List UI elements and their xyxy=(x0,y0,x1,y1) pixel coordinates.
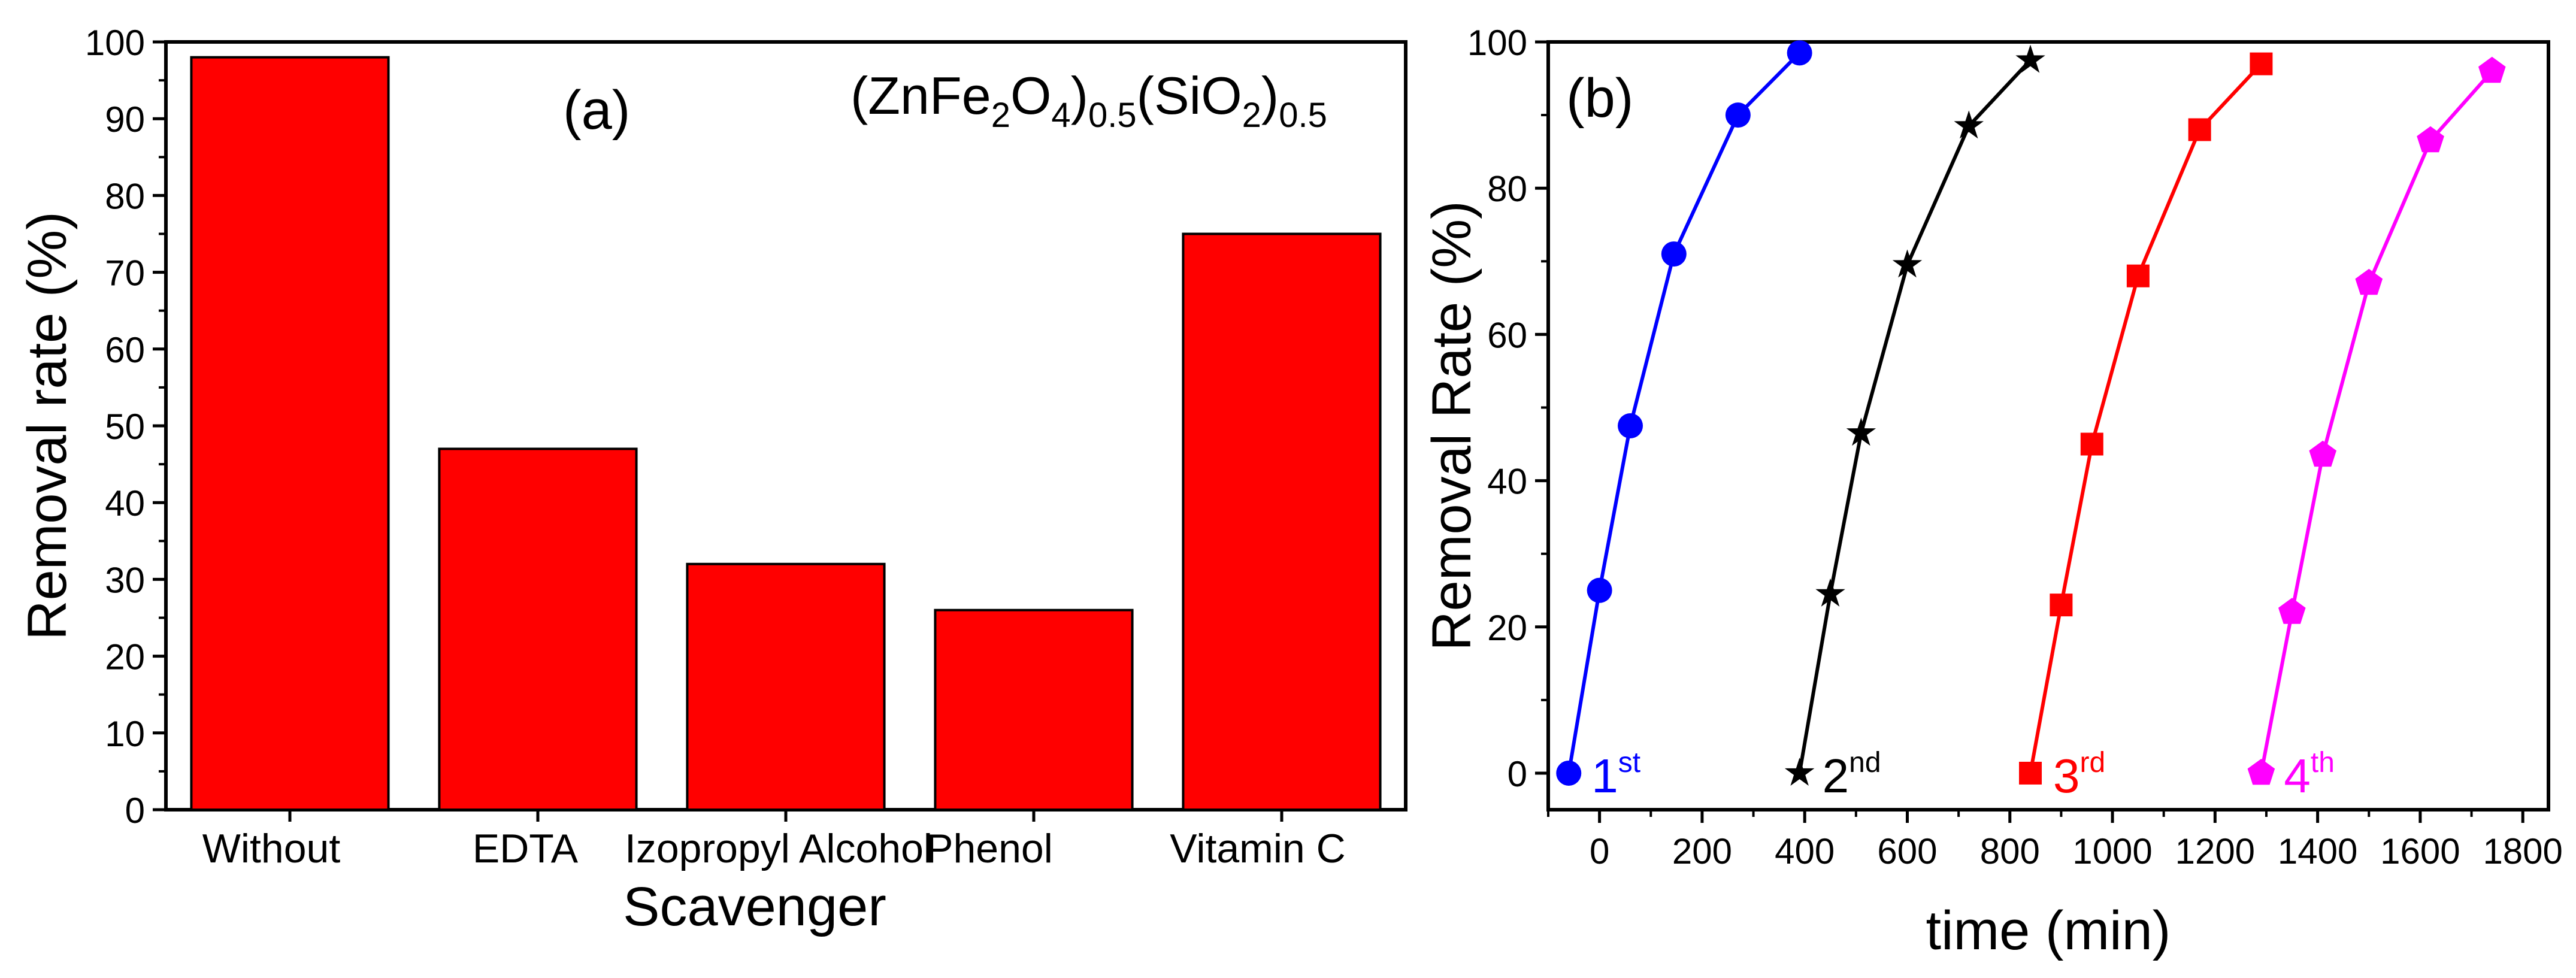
bar-edta xyxy=(438,447,638,811)
data-point xyxy=(2188,118,2211,141)
data-point xyxy=(2250,52,2273,75)
series-label-1st: 1st xyxy=(1591,747,1640,803)
panel-b-label: (b) xyxy=(1566,68,1633,129)
y-tick-label: 70 xyxy=(105,253,145,293)
y-tick-label: 0 xyxy=(1508,754,1527,794)
series-2nd: 2nd xyxy=(1784,44,2045,803)
bar-vitamin-c xyxy=(1182,232,1382,811)
panel-a-y-axis: 0 10 20 30 40 50 60 70 80 90 100 xyxy=(85,23,166,831)
series-1st: 1st xyxy=(1556,40,1812,803)
data-point xyxy=(2247,759,2275,785)
y-tick-label: 100 xyxy=(1467,23,1527,63)
y-tick-label: 10 xyxy=(105,714,145,754)
panel-a-x-axis-title: Scavenger xyxy=(623,876,886,937)
series-line xyxy=(2029,62,2263,774)
series-4th: 4th xyxy=(2247,56,2506,803)
x-tick-label: 1200 xyxy=(2175,831,2255,871)
series-3rd: 3rd xyxy=(2019,52,2273,803)
panel-a-annotation: (ZnFe2O4)0.5(SiO2)0.5 xyxy=(850,66,1327,135)
y-tick-label: 90 xyxy=(105,99,145,140)
x-tick-label: Vitamin C xyxy=(1170,826,1346,871)
data-point xyxy=(1618,413,1643,438)
series-label-3rd: 3rd xyxy=(2053,747,2105,803)
data-point xyxy=(2126,264,2150,287)
x-tick-label: Phenol xyxy=(926,826,1053,871)
series-line xyxy=(1567,52,1801,774)
y-tick-label: 30 xyxy=(105,560,145,600)
x-tick-label: EDTA xyxy=(473,826,579,871)
x-tick-label: Izopropyl Alcohol xyxy=(625,826,933,871)
data-point xyxy=(2278,598,2306,624)
panel-b: 0 200 400 600 800 1000 1200 1400 1600 1800 0 20 40 60… xyxy=(1421,23,2563,961)
x-tick-label: 600 xyxy=(1877,831,1937,871)
panel-b-frame xyxy=(1546,40,2550,812)
bar-without xyxy=(190,56,390,811)
y-tick-label: 40 xyxy=(1487,462,1527,502)
x-tick-label: 400 xyxy=(1775,831,1835,871)
data-point xyxy=(2015,44,2045,73)
data-point xyxy=(1846,417,1876,446)
panel-a-bars xyxy=(190,56,1382,811)
data-point xyxy=(1587,577,1612,603)
data-point xyxy=(2309,440,2336,467)
y-tick-label: 60 xyxy=(105,330,145,370)
y-tick-label: 20 xyxy=(105,637,145,677)
data-point xyxy=(1784,758,1815,786)
data-point xyxy=(2019,761,2042,785)
data-point xyxy=(2355,268,2383,295)
x-tick-label: 0 xyxy=(1590,831,1609,871)
panel-b-y-axis-title: Removal Rate (%) xyxy=(1421,201,1482,651)
panel-a: 0 10 20 30 40 50 60 70 80 90 100 Without EDTA Izopro… xyxy=(17,23,1407,937)
y-tick-label: 20 xyxy=(1487,608,1527,648)
data-point xyxy=(1815,578,1845,607)
data-point xyxy=(1892,249,1923,278)
data-point xyxy=(1725,102,1751,128)
bar-izopropyl-alcohol xyxy=(686,562,886,811)
y-tick-label: 80 xyxy=(1487,169,1527,209)
panel-a-label: (a) xyxy=(563,80,630,141)
x-tick-label: 200 xyxy=(1672,831,1732,871)
y-tick-label: 80 xyxy=(105,176,145,216)
series-label-2nd: 2nd xyxy=(1823,747,1881,803)
y-tick-label: 40 xyxy=(105,483,145,523)
y-tick-label: 0 xyxy=(125,791,145,831)
y-tick-label: 100 xyxy=(85,23,145,63)
x-tick-label: 1400 xyxy=(2278,831,2357,871)
series-line xyxy=(2259,69,2494,774)
data-point xyxy=(1954,110,1984,139)
panel-b-x-axis-title: time (min) xyxy=(1926,900,2171,961)
x-tick-label: 800 xyxy=(1980,831,2040,871)
x-tick-label: 1000 xyxy=(2072,831,2152,871)
y-tick-label: 60 xyxy=(1487,315,1527,355)
x-tick-label: Without xyxy=(202,826,341,871)
data-point xyxy=(2080,432,2103,456)
panel-a-y-axis-title: Removal rate (%) xyxy=(17,211,78,640)
data-point xyxy=(2478,56,2506,83)
series-label-4th: 4th xyxy=(2284,747,2335,803)
series-line xyxy=(1797,59,2032,774)
data-point xyxy=(1787,40,1812,66)
panel-b-series: 1st 2nd 3rd 4th xyxy=(1556,40,2506,803)
data-point xyxy=(2050,594,2073,617)
y-tick-label: 50 xyxy=(105,407,145,447)
x-tick-label: 1800 xyxy=(2483,831,2562,871)
bar-phenol xyxy=(934,608,1134,811)
data-point xyxy=(2417,126,2444,153)
data-point xyxy=(1661,241,1687,267)
data-point xyxy=(1556,760,1582,786)
panel-b-axes: 0 200 400 600 800 1000 1200 1400 1600 1800 0 20 40 60… xyxy=(1467,23,2563,871)
x-tick-label: 1600 xyxy=(2380,831,2460,871)
